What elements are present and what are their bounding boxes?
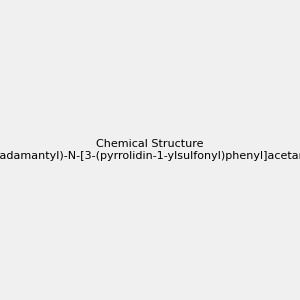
Text: Chemical Structure
2-(1-adamantyl)-N-[3-(pyrrolidin-1-ylsulfonyl)phenyl]acetamid: Chemical Structure 2-(1-adamantyl)-N-[3-… bbox=[0, 139, 300, 161]
